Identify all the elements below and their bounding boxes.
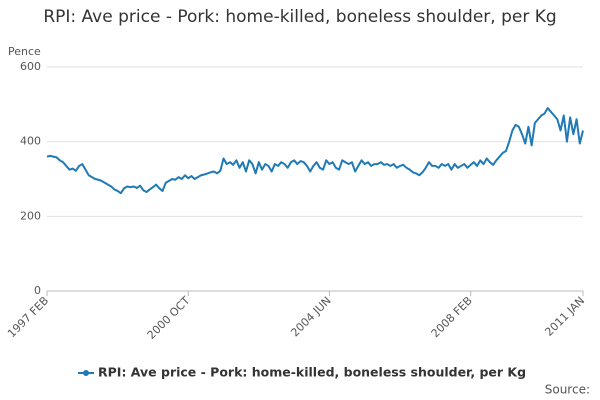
y-tick-label: 400 <box>20 135 41 148</box>
x-tick-label: 2000 OCT <box>145 294 193 342</box>
x-tick-label: 2011 JAN <box>542 294 587 339</box>
x-tick-label: 2004 JUN <box>288 294 333 339</box>
legend-label: RPI: Ave price - Pork: home-killed, bone… <box>98 365 526 380</box>
source: Source: <box>545 383 590 397</box>
y-tick-label: 600 <box>20 60 41 73</box>
series-line <box>46 107 584 195</box>
x-tick-label: 2008 FEB <box>429 294 475 340</box>
y-tick-label: 0 <box>34 284 41 297</box>
chart-title: RPI: Ave price - Pork: home-killed, bone… <box>43 7 557 27</box>
x-tick-label: 1997 FEB <box>5 294 51 340</box>
y-axis-label: Pence <box>8 45 41 58</box>
y-tick-label: 200 <box>20 209 41 222</box>
legend-marker <box>83 370 89 376</box>
